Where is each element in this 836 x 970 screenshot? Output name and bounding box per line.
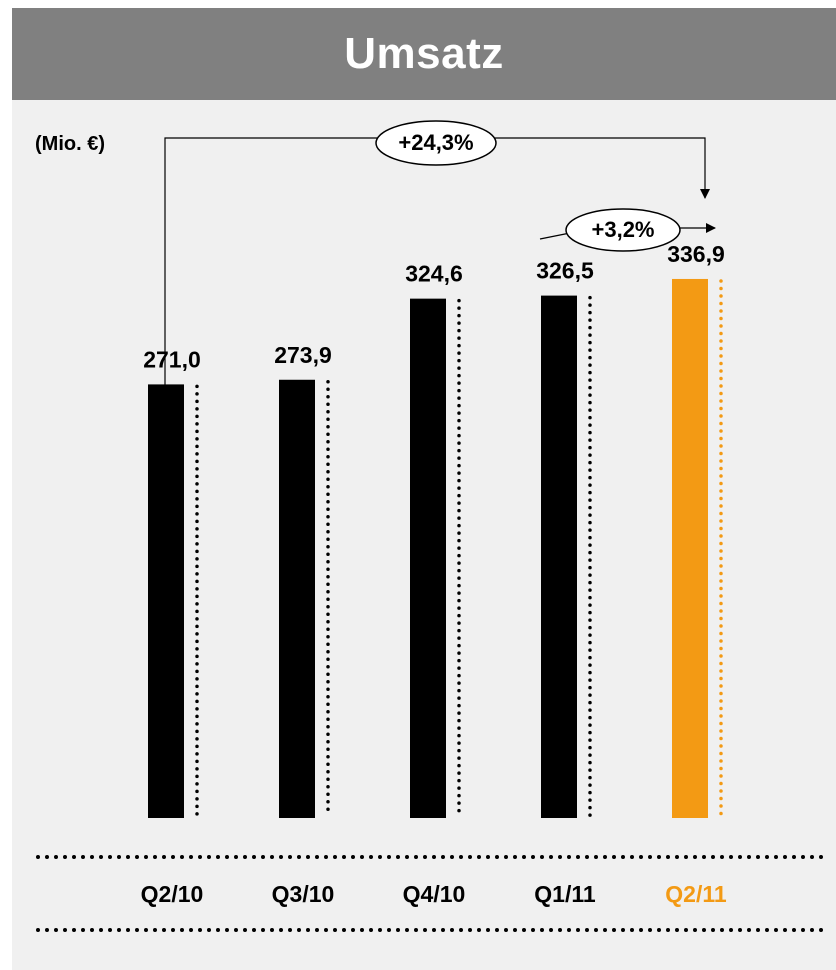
category-label-q2-11: Q2/11 bbox=[665, 881, 727, 907]
growth-badge-yoy bbox=[375, 120, 497, 166]
value-label-q4-10: 324,6 bbox=[405, 261, 463, 287]
value-label-q2-11: 336,9 bbox=[667, 241, 725, 267]
growth-label-qoq: +3,2% bbox=[592, 217, 655, 242]
growth-label-yoy: +24,3% bbox=[398, 130, 473, 155]
chart-title: Umsatz bbox=[344, 29, 504, 78]
unit-label: (Mio. €) bbox=[35, 133, 105, 155]
value-label-q2-10: 271,0 bbox=[143, 346, 201, 372]
bar-q3-10 bbox=[279, 379, 315, 818]
category-label-q2-10: Q2/10 bbox=[141, 881, 204, 907]
growth-badge-qoq bbox=[565, 208, 681, 252]
value-label-q1-11: 326,5 bbox=[536, 258, 594, 284]
bar-q1-11 bbox=[541, 295, 577, 819]
value-label-q3-10: 273,9 bbox=[274, 342, 332, 368]
category-label-q3-10: Q3/10 bbox=[272, 881, 335, 907]
category-label-q4-10: Q4/10 bbox=[403, 881, 466, 907]
bar-q2-11 bbox=[672, 278, 708, 819]
bar-q2-10 bbox=[148, 384, 184, 818]
chart-header: Umsatz bbox=[12, 8, 836, 100]
bar-q4-10 bbox=[410, 298, 446, 818]
category-label-q1-11: Q1/11 bbox=[534, 881, 596, 907]
